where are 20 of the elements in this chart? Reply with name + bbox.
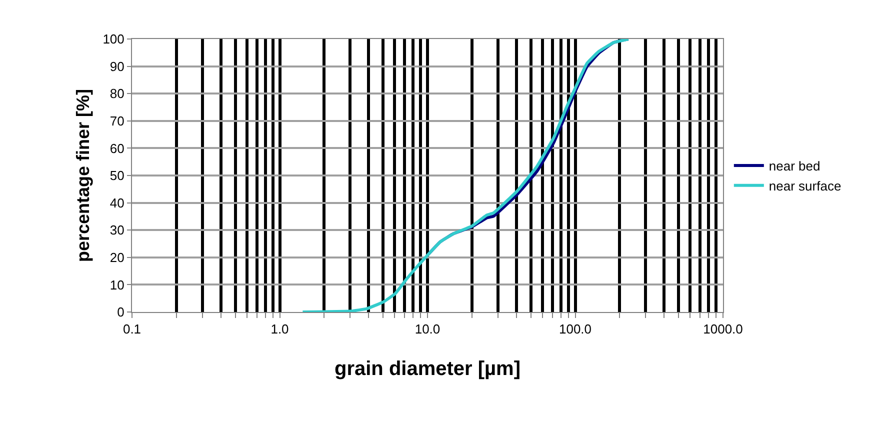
x-tick-label: 1000.0 (703, 322, 743, 337)
legend-label: near bed (768, 158, 820, 174)
y-tick-label: 50 (110, 168, 124, 184)
y-tick-label: 70 (110, 113, 124, 128)
x-tick-label: 10.0 (414, 322, 440, 337)
legend-label: near surface (768, 178, 842, 194)
y-tick-label: 0 (117, 304, 124, 320)
y-tick-label: 10 (110, 277, 124, 292)
y-tick-label: 80 (110, 86, 124, 102)
y-tick-label: 90 (110, 58, 124, 74)
y-tick-label: 100 (102, 32, 124, 47)
x-tick-label: 1.0 (270, 322, 289, 337)
y-tick-label: 30 (110, 222, 124, 238)
y-axis-title: percentage finer [%] (72, 88, 93, 262)
x-tick-label: 0.1 (122, 322, 142, 337)
y-tick-label: 20 (110, 250, 124, 265)
y-tick-label: 40 (110, 195, 124, 210)
x-axis-title: grain diameter [µm] (334, 358, 521, 380)
x-tick-label: 100.0 (558, 322, 592, 337)
y-tick-label: 60 (110, 140, 124, 156)
